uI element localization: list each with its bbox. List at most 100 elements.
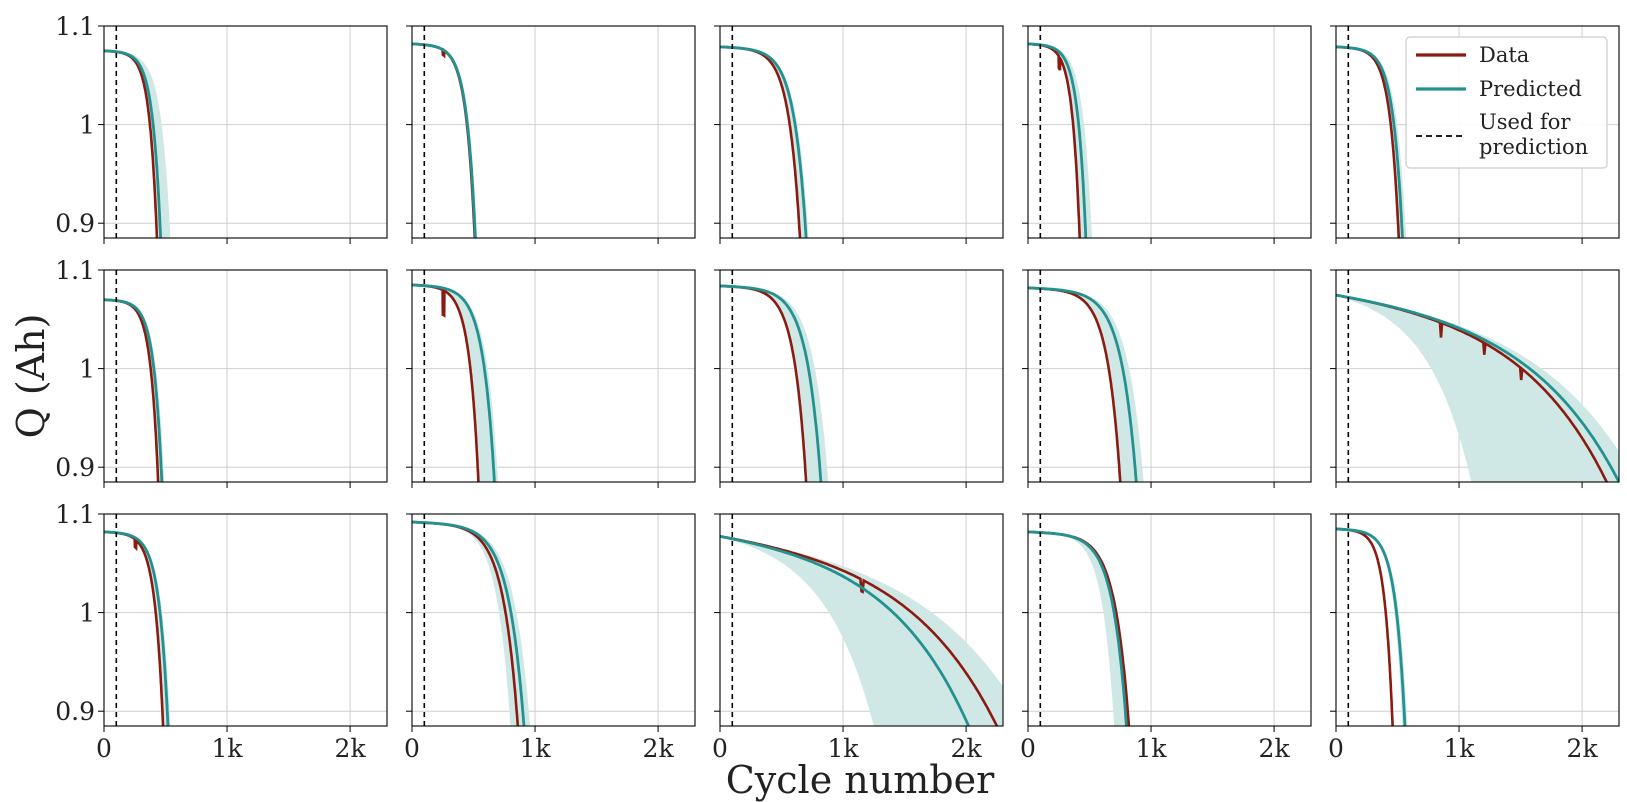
y-tick-label: 0.9 <box>55 209 95 238</box>
y-tick-label: 0.9 <box>55 697 95 726</box>
predicted-series-line <box>104 530 170 726</box>
panel-frame <box>1335 25 1620 239</box>
panel-frame <box>1335 513 1620 727</box>
panel-frame <box>411 25 696 239</box>
predicted-series-line <box>720 535 971 726</box>
uncertainty-band <box>1336 528 1408 726</box>
panel-frame <box>1335 269 1620 483</box>
panel-frame <box>1027 269 1312 483</box>
y-tick-label: 1.1 <box>55 12 95 41</box>
panel-plot-area <box>104 49 171 238</box>
panel-plot-area <box>1028 530 1131 726</box>
panel-10 <box>1330 269 1620 488</box>
panel-plot-area <box>412 283 499 482</box>
predicted-series-line <box>1028 286 1138 482</box>
panel-7 <box>406 269 696 488</box>
uncertainty-band <box>1028 531 1129 726</box>
y-tick-label: 1 <box>79 599 95 628</box>
uncertainty-band <box>1028 43 1093 238</box>
uncertainty-band <box>104 531 171 726</box>
predicted-series-line <box>104 49 163 238</box>
x-tick-label: 1k <box>520 734 552 763</box>
panel-4 <box>1022 25 1312 244</box>
x-tick-label: 0 <box>404 734 420 763</box>
predicted-series-line <box>1336 527 1407 726</box>
panel-frame <box>719 513 1004 727</box>
x-tick-label: 1k <box>1444 734 1476 763</box>
y-tick-label: 1.1 <box>55 500 95 529</box>
panel-plot-area <box>720 45 809 238</box>
uncertainty-band <box>1336 295 1619 482</box>
panel-plot-area <box>412 42 478 238</box>
predicted-series-line <box>720 45 808 238</box>
panel-frame <box>719 25 1004 239</box>
uncertainty-band <box>720 285 829 482</box>
panel-14: 0 1k 2k <box>1020 513 1312 763</box>
x-axis-label: Cycle number <box>726 758 995 802</box>
y-axis-label: Q (Ah) <box>9 314 53 439</box>
x-tick-label: 0 <box>96 734 112 763</box>
uncertainty-band <box>720 46 809 238</box>
legend-predicted-label: Predicted <box>1479 77 1582 101</box>
panel-plot-area <box>1336 293 1619 482</box>
x-tick-label: 1k <box>828 734 860 763</box>
x-tick-label: 1k <box>1136 734 1168 763</box>
panel-11: 0 1k 2k 1.1 1 0.9 <box>55 500 388 763</box>
x-tick-label: 0 <box>1020 734 1036 763</box>
panel-plot-area <box>1028 42 1093 238</box>
panel-8 <box>714 269 1004 488</box>
panel-frame <box>103 269 388 483</box>
panel-frame <box>719 269 1004 483</box>
x-tick-label: 1k <box>212 734 244 763</box>
predicted-series-line <box>1336 45 1404 238</box>
panel-plot-area <box>720 535 1003 726</box>
uncertainty-band <box>412 43 478 238</box>
panel-frame <box>1027 25 1312 239</box>
panel-frame <box>103 25 388 239</box>
uncertainty-band <box>412 522 531 726</box>
predicted-series-line <box>1336 293 1619 482</box>
panel-frame <box>411 513 696 727</box>
panel-plot-area <box>104 530 171 726</box>
panel-plot-area <box>1336 527 1408 726</box>
x-tick-label: 2k <box>951 734 983 763</box>
y-tick-label: 1.1 <box>55 256 95 285</box>
x-tick-label: 0 <box>1328 734 1344 763</box>
predicted-series-line <box>720 284 823 482</box>
x-tick-label: 2k <box>1567 734 1599 763</box>
x-tick-label: 2k <box>1259 734 1291 763</box>
panel-3 <box>714 25 1004 244</box>
y-tick-label: 0.9 <box>55 453 95 482</box>
legend-used-label: Used for prediction <box>1479 110 1588 159</box>
legend-used-label-line: prediction <box>1479 135 1588 159</box>
panel-frame <box>1027 513 1312 727</box>
y-tick-label: 1 <box>79 355 95 384</box>
panel-plot-area <box>720 284 829 482</box>
predicted-series-line <box>1028 530 1128 726</box>
legend: Data Predicted Used for prediction <box>1405 36 1608 169</box>
panel-plot-area <box>1336 45 1407 238</box>
uncertainty-band <box>104 50 171 238</box>
predicted-series-line <box>412 42 477 238</box>
data-series-line <box>104 530 165 726</box>
panel-9 <box>1022 269 1312 488</box>
x-tick-label: 2k <box>335 734 367 763</box>
panel-12: 0 1k 2k <box>404 513 696 763</box>
panel-frame <box>411 269 696 483</box>
uncertainty-band <box>1028 287 1144 482</box>
x-tick-label: 0 <box>712 734 728 763</box>
predicted-series-line <box>412 520 526 726</box>
panel-13: 0 1k 2k <box>712 513 1004 763</box>
y-tick-label: 1 <box>79 111 95 140</box>
panel-15: 0 1k 2k <box>1328 513 1620 763</box>
panels: 1.110.91.110.90 1k 2k1.110.90 1k 2k 0 1k 2k 0 1k 2… <box>55 12 1620 763</box>
uncertainty-band <box>412 284 499 482</box>
legend-used-label-line: Used for <box>1479 110 1571 134</box>
predicted-series-line <box>1028 42 1088 238</box>
panel-plot-area <box>412 520 531 726</box>
uncertainty-band <box>720 536 1003 726</box>
legend-data-label: Data <box>1479 43 1529 67</box>
predicted-series-line <box>104 298 164 482</box>
panel-plot-area <box>1028 286 1144 482</box>
